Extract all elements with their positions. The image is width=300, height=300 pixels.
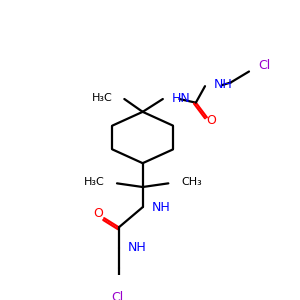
Text: NH: NH [128, 241, 147, 254]
Text: HN: HN [172, 92, 191, 105]
Text: Cl: Cl [111, 290, 123, 300]
Text: H₃C: H₃C [83, 177, 104, 188]
Text: NH: NH [152, 201, 171, 214]
Text: Cl: Cl [258, 58, 270, 72]
Text: NH: NH [214, 78, 233, 91]
Text: O: O [206, 114, 216, 127]
Text: O: O [94, 207, 103, 220]
Text: CH₃: CH₃ [181, 177, 202, 188]
Text: H₃C: H₃C [92, 93, 112, 103]
